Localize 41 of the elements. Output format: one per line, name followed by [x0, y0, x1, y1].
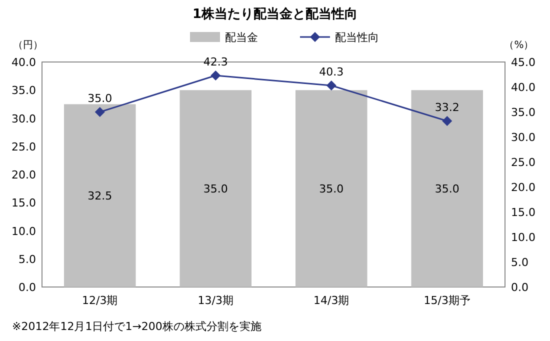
y2-axis-title: （%）	[504, 40, 534, 51]
y-tick-label: 40.0	[12, 56, 36, 69]
y2-tick-label: 5.0	[511, 256, 528, 269]
y-tick-label: 10.0	[12, 224, 36, 238]
legend-label: 配当性向	[335, 31, 379, 44]
data-label: 40.3	[319, 66, 344, 78]
point	[442, 116, 452, 126]
y-tick-label: 35.0	[12, 84, 36, 98]
point	[326, 80, 336, 90]
text: ※2012年12月1日付で1→200株の株式分割を実施	[12, 320, 262, 333]
y-axis-title: （円）	[13, 40, 43, 51]
point	[210, 70, 221, 80]
y2-tick-label: 15.0	[511, 206, 536, 219]
x-tick-label: 13/3期	[198, 294, 234, 307]
y2-tick-label: 25.0	[511, 156, 536, 169]
y-tick-label: 5.0	[18, 252, 36, 266]
y2-tick-label: 10.0	[511, 231, 536, 244]
y2-tick-label: 45.0	[511, 56, 536, 69]
y-tick-label: 25.0	[12, 140, 36, 154]
data-label: 33.2	[434, 101, 460, 114]
y2-tick-label: 40.0	[511, 81, 536, 94]
data-label: 35.0	[434, 182, 460, 196]
data-label: 42.3	[203, 56, 228, 68]
y2-tick-label: 30.0	[511, 131, 536, 144]
y2-tick-label: 35.0	[511, 106, 536, 119]
y-tick-label: 15.0	[12, 196, 36, 210]
data-label: 35.0	[319, 182, 344, 196]
data-label: 32.5	[88, 190, 112, 203]
point	[94, 107, 105, 117]
chart-title: 1株当たり配当金と配当性向	[192, 7, 358, 22]
legend-label: 配当金	[225, 31, 258, 44]
x-tick-label: 12/3期	[82, 294, 118, 307]
x-tick-label: 14/3期	[314, 294, 350, 307]
data-label: 35.0	[203, 182, 228, 196]
y-tick-label: 30.0	[12, 112, 36, 126]
y-tick-label: 0.0	[18, 281, 36, 294]
data-label: 35.0	[88, 92, 112, 105]
y2-tick-label: 0.0	[511, 281, 528, 294]
x-tick-label: 15/3期予	[424, 294, 470, 307]
y-tick-label: 20.0	[12, 168, 36, 182]
y2-tick-label: 20.0	[511, 181, 536, 194]
